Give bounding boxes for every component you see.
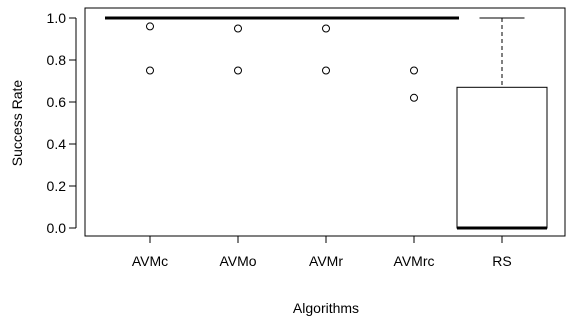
x-tick-label: RS [492, 253, 511, 269]
box-group-rs [456, 17, 548, 230]
outlier-point [322, 66, 330, 75]
x-tick-label: AVMr [309, 253, 343, 269]
box-group-avmc [105, 16, 195, 75]
y-tick-label: 1.0 [47, 10, 67, 26]
y-tick-label: 0.8 [47, 52, 67, 68]
y-axis-title: Success Rate [9, 80, 25, 167]
box [456, 86, 548, 229]
outlier-point [410, 66, 418, 75]
box-group-avmrc [369, 16, 459, 102]
box-group-avmr [281, 16, 371, 75]
x-tick-label: AVMc [132, 253, 168, 269]
outlier-point [234, 66, 242, 75]
outlier-point [234, 24, 242, 33]
y-tick-label: 0.0 [47, 220, 67, 236]
y-tick-label: 0.4 [47, 136, 67, 152]
y-tick-label: 0.2 [47, 178, 67, 194]
outlier-point [410, 93, 418, 102]
x-tick-label: AVMrc [394, 253, 435, 269]
y-tick-label: 0.6 [47, 94, 67, 110]
box-group-avmo [193, 16, 283, 75]
outlier-point [146, 66, 154, 75]
outlier-point [146, 22, 154, 31]
x-tick-label: AVMo [219, 253, 256, 269]
x-axis-title: Algorithms [293, 300, 359, 316]
outlier-point [322, 24, 330, 33]
